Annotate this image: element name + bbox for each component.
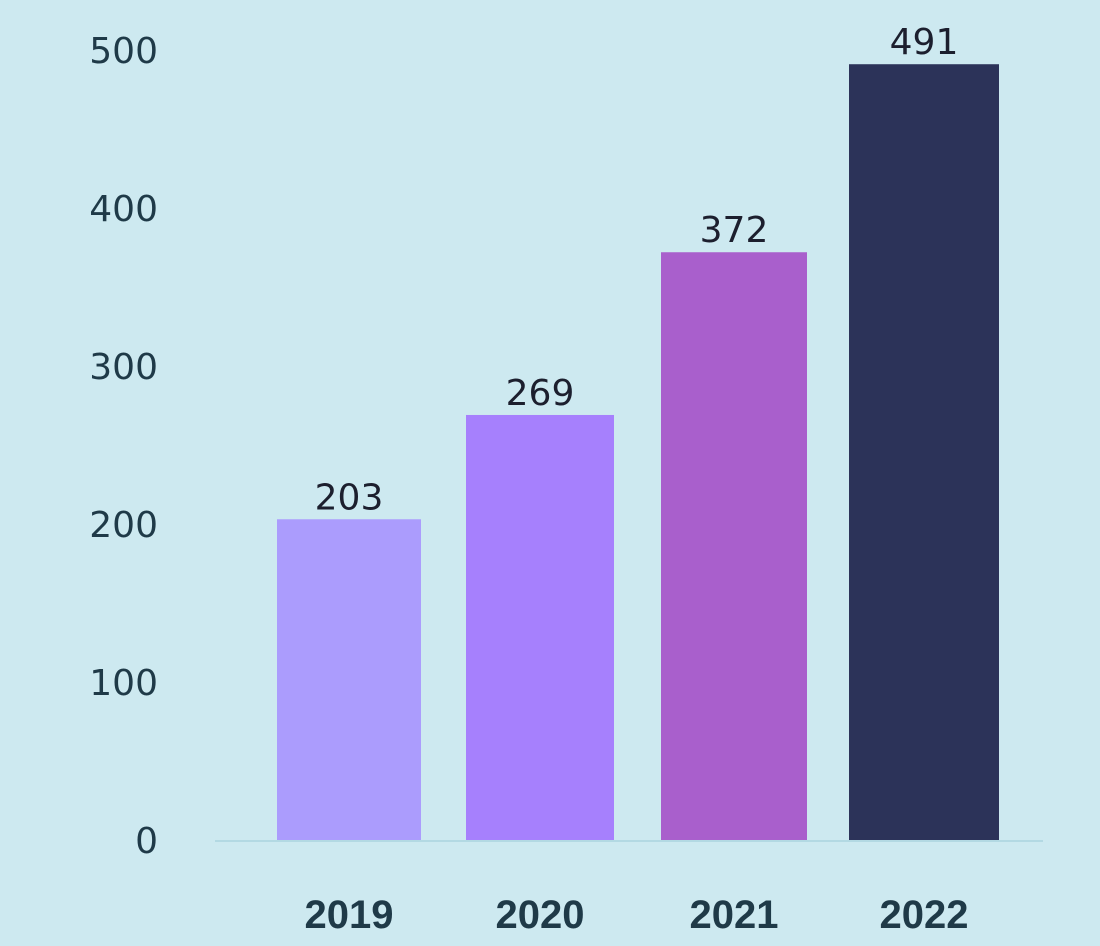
y-tick-label: 400 <box>89 189 158 230</box>
data-label-2019: 203 <box>315 477 384 518</box>
x-tick-label-2019: 2019 <box>305 893 394 937</box>
bar-2022 <box>849 64 999 841</box>
bar-2021 <box>661 252 807 841</box>
bar-2020 <box>466 414 614 840</box>
data-label-2020: 269 <box>506 373 575 414</box>
y-tick-label: 200 <box>89 505 158 546</box>
x-tick-label-2022: 2022 <box>880 893 969 937</box>
bar-2019 <box>277 519 421 840</box>
y-tick-label: 300 <box>89 347 158 388</box>
y-tick-label: 100 <box>89 663 158 704</box>
x-tick-label-2020: 2020 <box>496 893 585 937</box>
bars-group <box>277 64 999 841</box>
data-label-2021: 372 <box>700 210 769 251</box>
data-labels-group: 203 269 372 491 <box>315 22 959 518</box>
y-tick-label: 0 <box>135 821 158 862</box>
y-tick-label: 500 <box>89 31 158 72</box>
x-axis-ticks: 2019 2020 2021 2022 <box>305 893 969 937</box>
y-axis-ticks: 0 100 200 300 400 500 <box>89 31 158 862</box>
x-tick-label-2021: 2021 <box>690 893 779 937</box>
data-label-2022: 491 <box>890 22 959 63</box>
